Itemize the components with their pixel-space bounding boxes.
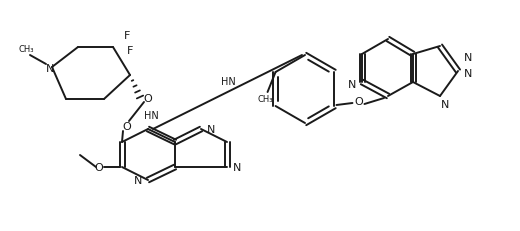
Text: N: N <box>233 162 241 172</box>
Text: F: F <box>124 31 130 41</box>
Text: F: F <box>127 46 133 56</box>
Text: O: O <box>144 94 152 103</box>
Text: O: O <box>123 122 132 131</box>
Text: N: N <box>348 80 356 90</box>
Text: O: O <box>95 162 103 172</box>
Text: CH₃: CH₃ <box>18 44 34 53</box>
Text: HN: HN <box>221 77 236 87</box>
Text: O: O <box>354 97 363 106</box>
Text: CH₃: CH₃ <box>258 95 274 104</box>
Text: HN: HN <box>144 110 159 121</box>
Text: N: N <box>464 53 472 63</box>
Text: N: N <box>464 69 472 79</box>
Text: N: N <box>46 64 54 74</box>
Text: N: N <box>134 175 142 185</box>
Text: N: N <box>207 125 215 134</box>
Text: N: N <box>441 100 449 109</box>
